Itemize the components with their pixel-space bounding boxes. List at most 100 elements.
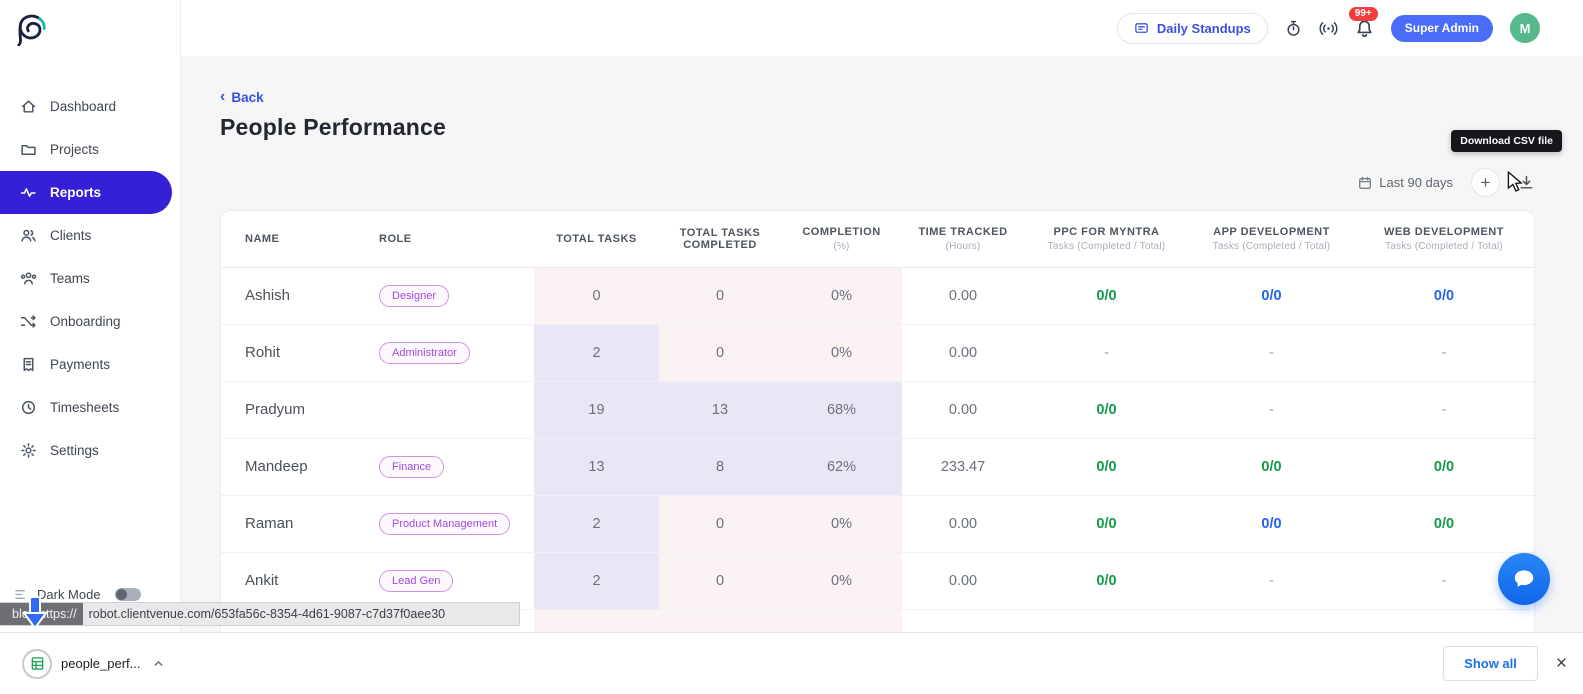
chevron-up-icon[interactable] [152,657,165,670]
date-range-filter[interactable]: Last 90 days [1358,175,1453,190]
column-header: COMPLETION (%) [781,211,902,268]
cell-project-tasks: - [1189,381,1354,439]
column-header: TIME TRACKED (Hours) [902,211,1024,268]
close-downloads-icon[interactable]: × [1555,653,1567,674]
add-button[interactable]: + [1471,168,1500,197]
status-url-bar: blob:https:// robot.clientvenue.com/653f… [0,602,520,626]
sidebar-item-label: Projects [50,142,99,157]
cell-time-tracked: 233.47 [902,438,1024,496]
performance-table: NAME ROLE TOTAL TASKS TOTAL TASKS COMPLETED… [221,211,1534,667]
receipt-icon [20,356,37,373]
sidebar-item-dashboard[interactable]: Dashboard [0,85,180,128]
daily-standups-label: Daily Standups [1156,20,1251,36]
cell-role: Product Management [369,495,534,553]
cell-project-tasks: 0/0 [1189,495,1354,553]
download-arrow-icon [20,594,50,637]
standup-board-icon [1134,21,1149,36]
cell-project-tasks: 0/0 [1024,267,1189,325]
folder-icon [20,141,37,158]
cell-project-tasks: 0/0 [1024,438,1189,496]
activity-icon [20,184,37,201]
download-csv-button[interactable] [1518,174,1535,191]
chat-widget-button[interactable] [1498,553,1550,605]
column-header: NAME [221,211,369,268]
cell-time-tracked: 0.00 [902,267,1024,325]
sidebar-item-reports[interactable]: Reports [0,171,172,214]
sidebar-item-payments[interactable]: Payments [0,343,180,386]
sidebar-item-label: Settings [50,443,99,458]
cell-role: Lead Gen [369,552,534,610]
main-content: ‹ Back People Performance Last 90 days +… [181,56,1583,694]
cell-role: Designer [369,267,534,325]
back-link[interactable]: ‹ Back [220,89,264,105]
sidebar-item-label: Teams [50,271,90,286]
dark-mode-toggle[interactable] [114,588,141,601]
cell-name: Pradyum [221,381,369,439]
cell-time-tracked: 0.00 [902,552,1024,610]
shuffle-icon [20,313,37,330]
cell-project-tasks: 0/0 [1354,438,1534,496]
sidebar-item-clients[interactable]: Clients [0,214,180,257]
clock-icon [20,399,37,416]
cell-completion: 68% [781,381,902,439]
cell-completion: 62% [781,438,902,496]
daily-standups-button[interactable]: Daily Standups [1116,12,1268,44]
sidebar-item-label: Onboarding [50,314,121,329]
cell-total-tasks: 13 [534,438,659,496]
user-avatar[interactable]: M [1510,13,1540,43]
cell-time-tracked: 0.00 [902,381,1024,439]
cell-total-tasks: 2 [534,552,659,610]
timer-icon[interactable] [1285,20,1302,37]
sidebar-item-projects[interactable]: Projects [0,128,180,171]
download-tooltip: Download CSV file [1451,130,1562,152]
home-icon [20,98,37,115]
cell-time-tracked: 0.00 [902,495,1024,553]
cell-project-tasks: 0/0 [1354,495,1534,553]
spreadsheet-file-icon [22,648,52,679]
super-admin-button[interactable]: Super Admin [1390,14,1493,42]
cell-project-tasks: 0/0 [1189,438,1354,496]
cell-time-tracked: 0.00 [902,324,1024,382]
column-header: TOTAL TASKS [534,211,659,268]
dark-mode-label: Dark Mode [37,587,101,602]
notifications-bell-icon[interactable]: 99+ [1348,6,1378,38]
cell-project-tasks: - [1189,552,1354,610]
cell-project-tasks: 0/0 [1024,552,1189,610]
top-header: Daily Standups 99+ Super Admin M [181,0,1583,56]
sidebar-item-teams[interactable]: Teams [0,257,180,300]
downloaded-file-chip[interactable]: people_perf... [12,643,175,685]
teams-icon [20,270,37,287]
sidebar-item-label: Clients [50,228,92,243]
cell-completion: 0% [781,324,902,382]
cell-completed-tasks: 0 [659,324,781,382]
role-pill: Lead Gen [379,569,454,592]
users-icon [20,227,37,244]
cell-completed-tasks: 0 [659,267,781,325]
sidebar-item-timesheets[interactable]: Timesheets [0,386,180,429]
back-label: Back [231,89,264,105]
cell-completion: 0% [781,495,902,553]
cell-completion: 0% [781,267,902,325]
cell-role: Finance [369,438,534,496]
cell-total-tasks: 0 [534,267,659,325]
table-row: Rohit Administrator 2 0 0% 0.00- - - [221,324,1534,382]
mouse-cursor [1506,170,1524,198]
gear-icon [20,442,37,459]
downloads-bar-right: Show all × [1443,646,1583,681]
column-header: PPC FOR MYNTRA Tasks (Completed / Total) [1024,211,1189,268]
role-pill: Finance [379,455,445,478]
table-row: Pradyum 19 13 68% 0.00 0/0- - [221,381,1534,439]
broadcast-icon[interactable] [1319,20,1338,37]
cell-completed-tasks: 8 [659,438,781,496]
page-title: People Performance [220,114,447,140]
clientvenue-logo-icon[interactable] [16,12,180,51]
sidebar-item-settings[interactable]: Settings [0,429,180,472]
cell-total-tasks: 19 [534,381,659,439]
sidebar-item-onboarding[interactable]: Onboarding [0,300,180,343]
cell-total-tasks: 2 [534,495,659,553]
role-pill: Designer [379,284,450,307]
sidebar-item-label: Dashboard [50,99,117,114]
sidebar-nav: Dashboard Projects Reports Clients Teams Onbo… [0,85,180,472]
show-all-button[interactable]: Show all [1443,646,1538,681]
sidebar-item-label: Payments [50,357,111,372]
